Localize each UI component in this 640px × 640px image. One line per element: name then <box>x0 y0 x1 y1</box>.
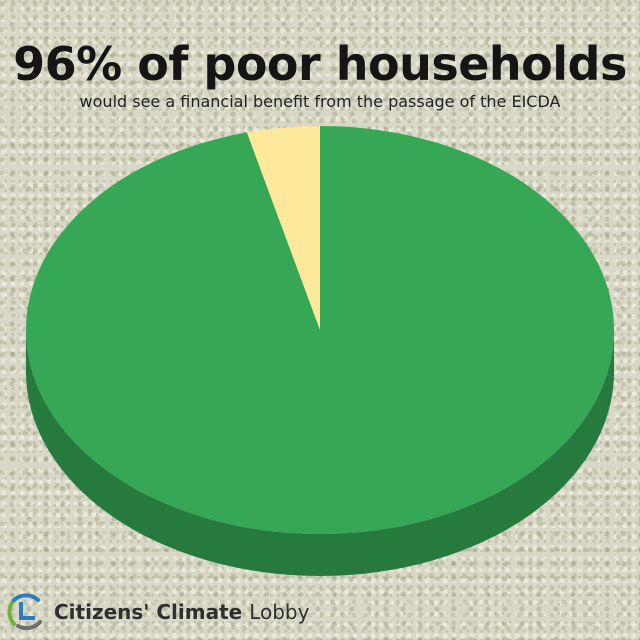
pie-slice-1 <box>26 126 615 534</box>
pie-slices-layer <box>26 126 615 534</box>
chart-title: 96% of poor households <box>13 37 627 91</box>
pie-depth-layer <box>26 330 614 576</box>
org-name-light: Lobby <box>249 600 310 624</box>
org-name-bold: Citizens' Climate <box>54 600 243 624</box>
org-name: Citizens' Climate Lobby <box>54 592 309 632</box>
ccl-logo-icon <box>7 593 42 631</box>
chart-subtitle: would see a financial benefit from the p… <box>79 92 561 111</box>
pie-slice-2 <box>246 126 320 330</box>
pie-slice-side-1 <box>26 330 614 576</box>
org-logo: Citizens' Climate Lobby <box>6 592 309 632</box>
